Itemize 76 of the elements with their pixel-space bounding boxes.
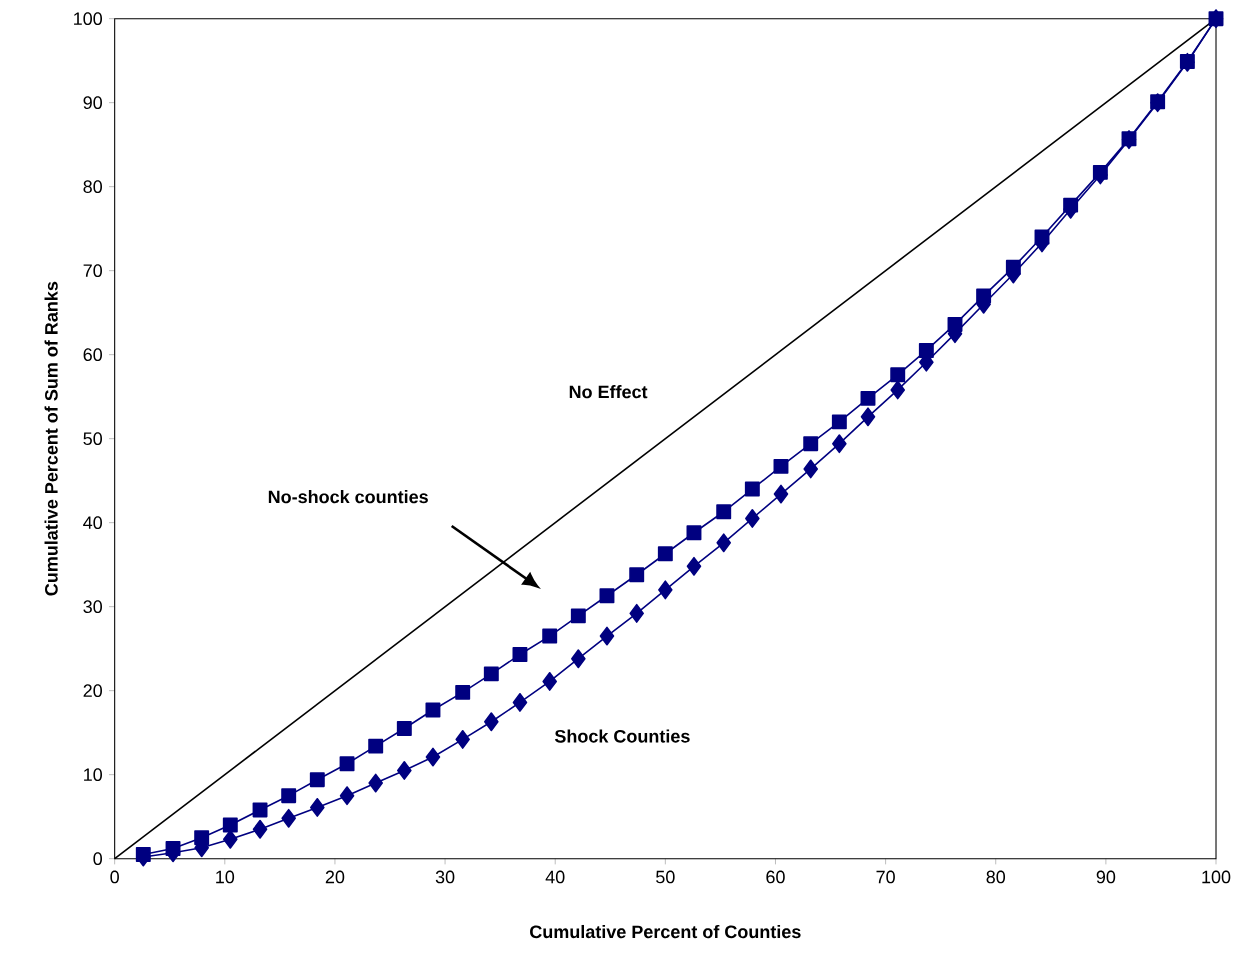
y-tick-label: 50 [83,432,103,446]
point [396,721,412,736]
point [831,414,847,430]
point [599,626,615,646]
point [310,797,325,817]
point [657,546,673,562]
point [744,481,760,497]
y-tick-label: 40 [83,516,103,530]
point [223,829,238,849]
y-axis-title: Cumulative Percent of Sum of Ranks [44,281,58,596]
point [368,738,384,754]
point [455,729,470,749]
point [455,684,471,700]
point [222,817,238,833]
point [339,786,355,806]
point [425,747,441,767]
point [629,567,645,583]
y-tick-label: 20 [83,684,103,698]
x-tick-label: 100 [1202,870,1231,884]
y-tick-label: 30 [83,600,103,614]
point [425,702,441,718]
point [252,802,268,818]
point [773,458,789,474]
y-tick-label: 10 [84,768,103,782]
point [745,509,760,528]
point [483,666,499,682]
x-tick-label: 80 [986,870,1006,884]
point [803,459,819,479]
point [309,772,325,788]
point [512,647,528,663]
point [599,588,615,604]
point [716,504,732,520]
text: Shock Counties [554,729,690,743]
y-tick-label: 60 [83,348,103,362]
point [571,649,586,669]
point [512,692,528,712]
x-tick-label: 50 [656,870,675,884]
point [368,773,383,793]
point [658,580,673,600]
point [570,608,586,624]
y-tick-label: 70 [83,264,103,278]
x-tick-label: 20 [325,870,345,884]
x-tick-label: 30 [435,870,455,884]
point [860,407,876,427]
point [686,525,702,541]
x-tick-label: 60 [766,870,785,884]
point [918,343,934,358]
y-tick-label: 90 [83,96,103,110]
point [686,556,702,576]
point [484,712,499,732]
point [629,603,644,623]
point [542,628,558,644]
point [252,819,268,839]
point [281,808,296,828]
text: No Effect [569,385,648,399]
point [339,756,355,772]
y-tick-label: 100 [74,12,103,26]
annotation: No-shock counties [268,490,428,504]
point [860,390,876,406]
point [890,380,906,400]
x-tick-label: 90 [1096,870,1116,884]
point [890,367,906,383]
point [832,434,847,454]
point [773,484,789,504]
point [281,788,297,804]
point [397,761,412,780]
x-tick-label: 10 [216,870,235,884]
y-tick-label: 80 [83,180,103,194]
x-axis-title: Cumulative Percent of Counties [530,924,801,939]
y-tick-label: 0 [93,852,103,866]
x-tick-label: 40 [545,870,565,884]
point [542,671,557,691]
point [716,533,732,553]
point [803,436,819,452]
x-tick-label: 70 [876,870,895,884]
x-tick-label: 0 [110,870,119,884]
